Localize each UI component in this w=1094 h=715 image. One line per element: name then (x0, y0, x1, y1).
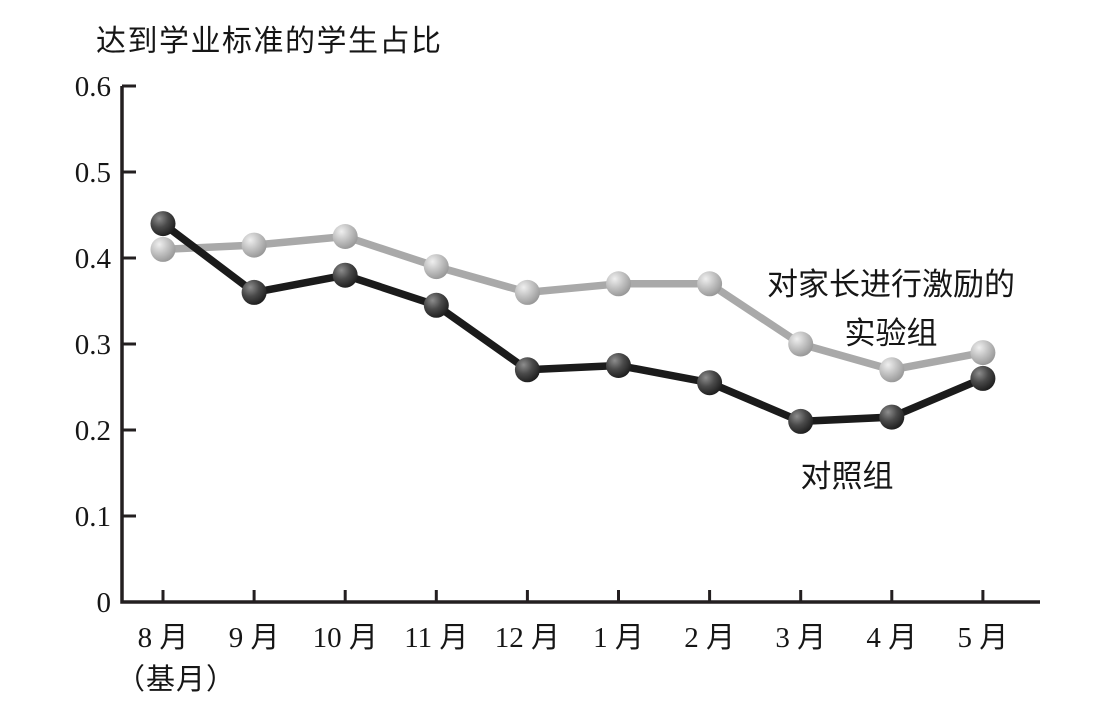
x-tick-label: 2 月 (684, 622, 735, 654)
x-tick-label: 5 月 (958, 622, 1009, 654)
series-annotation-experimental-line1: 对家长进行激励的 (767, 267, 1015, 302)
data-point-marker-control (970, 365, 996, 391)
data-point-marker-experimental (423, 254, 449, 280)
data-point-marker-experimental (970, 340, 996, 366)
y-tick-label: 0.4 (75, 243, 112, 275)
series-annotation-experimental-line2: 实验组 (844, 316, 938, 351)
x-tick-label: 1 月 (593, 622, 644, 654)
x-tick-label: 10 月 (313, 622, 378, 654)
data-point-marker-control (697, 370, 723, 396)
data-point-marker-control (150, 211, 176, 237)
x-tick-label: 9 月 (229, 622, 280, 654)
data-point-marker-control (788, 408, 814, 434)
chart-title: 达到学业标准的学生占比 (96, 25, 443, 58)
data-point-marker-control (879, 404, 905, 430)
x-axis-base-note: （基月） (116, 664, 237, 696)
series-annotation-control: 对照组 (800, 459, 894, 494)
data-point-marker-experimental (514, 279, 540, 305)
data-point-marker-experimental (332, 224, 358, 249)
series-annotation-experimental: 对家长进行激励的 实验组 (767, 260, 1015, 358)
y-tick-label: 0 (97, 587, 112, 619)
x-tick-label: 11 月 (404, 622, 468, 654)
x-tick-label: 8 月 (138, 622, 189, 654)
data-point-marker-experimental (697, 271, 723, 297)
y-tick-label: 0.6 (75, 71, 111, 103)
series-line-experimental (159, 232, 987, 374)
x-tick-label: 4 月 (866, 622, 917, 654)
series-line-control (159, 219, 987, 426)
data-point-marker-control (606, 353, 631, 378)
y-tick-label: 0.2 (75, 415, 111, 447)
data-point-marker-control (332, 262, 358, 288)
data-point-marker-experimental (150, 236, 176, 262)
data-point-marker-control (241, 279, 267, 305)
x-tick-label: 12 月 (495, 622, 560, 654)
y-tick-label: 0.3 (75, 329, 111, 361)
x-tick-label: 3 月 (775, 622, 826, 654)
data-point-marker-experimental (606, 271, 631, 297)
data-point-marker-control (514, 357, 540, 383)
data-point-marker-control (423, 292, 449, 318)
data-point-marker-experimental (879, 357, 905, 383)
y-tick-label: 0.5 (75, 157, 111, 189)
y-tick-label: 0.1 (75, 501, 111, 533)
data-point-marker-experimental (241, 232, 267, 258)
data-point-marker-experimental (788, 331, 814, 357)
